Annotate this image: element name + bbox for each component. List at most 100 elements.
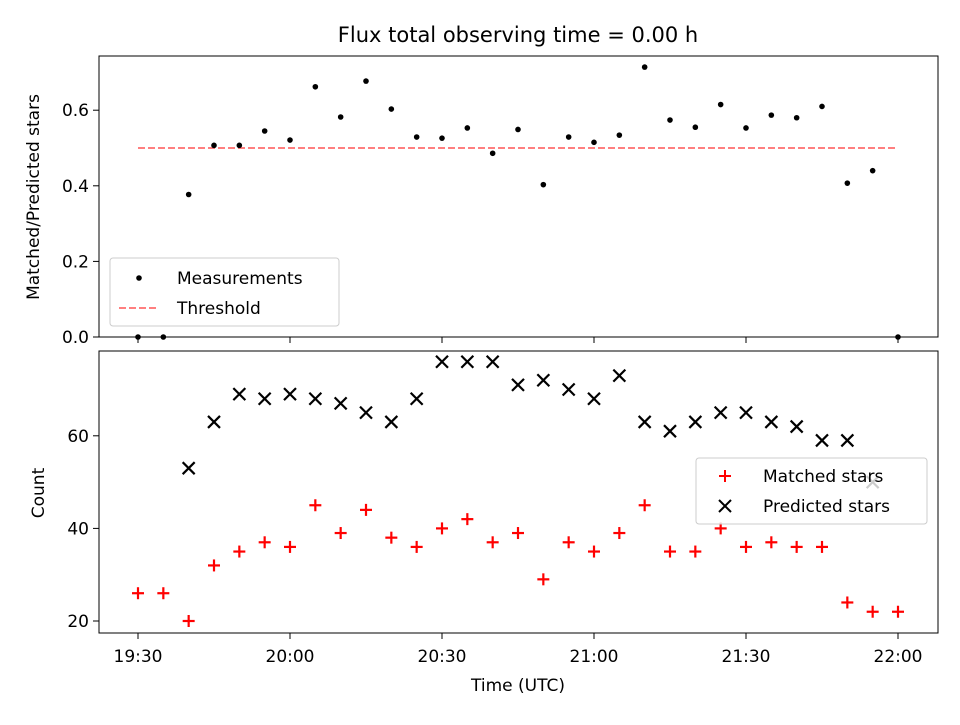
matched-star-point [182,615,195,627]
matched-star-point [841,596,854,609]
measurement-point [641,64,648,70]
predicted-star-point [257,391,272,406]
matched-star-point [892,605,904,618]
bottom-y-axis-label: Count [29,467,49,518]
predicted-star-point [308,391,323,406]
top-y-axis-label: Matched/Predicted stars [24,94,44,300]
matched-star-point [284,540,296,553]
predicted-star-point [283,387,297,401]
matched-star-point [334,527,347,540]
matched-star-point [740,540,752,553]
measurement-point [667,117,673,123]
top-legend: Measurements Threshold [109,257,340,327]
predicted-marker-stroke [308,391,323,406]
matched-star-point [588,545,600,558]
top-y-tick-label: 0.6 [62,101,89,121]
predicted-marker-stroke [561,382,576,397]
predicted-star-point [359,405,373,420]
matched-star-point [157,587,170,600]
predicted-star-point [435,354,449,369]
top-legend-box [109,257,340,327]
predicted-star-point [207,415,221,429]
legend-marker-predicted [718,499,732,513]
predicted-marker-stroke [536,373,551,388]
predicted-star-point [688,415,703,429]
bottom-y-tick-label: 60 [67,427,89,447]
top-panel: 0.0 0.2 0.4 0.6 Matched/Predicted stars Mea… [24,55,939,348]
matched-star-point [562,536,575,549]
measurement-point [439,135,445,141]
bottom-y-tick-label: 40 [67,519,89,539]
top-y-tick-label: 0.4 [62,177,89,197]
matched-star-point [436,522,448,535]
predicted-marker-stroke [840,433,855,448]
predicted-star-point [739,405,753,420]
predicted-marker-stroke [612,368,627,383]
matched-star-point [360,503,372,516]
bottom-y-ticks: 20 40 60 [67,427,99,632]
measurement-point [185,191,192,198]
measurement-point [515,126,521,133]
bottom-x-tick-label: 19:30 [114,647,163,667]
measurement-point [413,134,420,140]
predicted-star-point [561,382,576,397]
predicted-marker-stroke [688,415,703,429]
predicted-marker-stroke [257,391,272,406]
top-x-ticks [137,337,899,343]
predicted-marker-stroke [435,354,449,369]
predicted-star-point [713,405,728,420]
matched-star-point [512,527,524,540]
predicted-marker-stroke [713,405,728,420]
predicted-star-point [637,415,652,429]
legend-marker-measurements [136,275,142,281]
measurement-point [793,114,800,121]
matched-star-point [689,545,702,558]
measurement-point [211,142,217,149]
predicted-star-point [333,396,348,411]
bottom-x-tick-label: 20:30 [418,647,467,667]
predicted-marker-stroke [359,405,373,420]
predicted-marker-stroke [384,415,399,429]
predicted-star-point [536,373,551,388]
legend-label-predicted: Predicted stars [763,497,890,517]
matched-star-point [208,559,220,572]
legend-label-threshold: Threshold [176,299,261,319]
matched-star-point [866,605,879,618]
measurement-point [261,128,268,134]
legend-marker-matched [719,470,731,482]
matched-star-point [410,540,423,553]
bottom-panel: 20 40 60 19:30 20:00 20:30 21:00 21:30 22:00 Co… [29,350,939,696]
predicted-star-point [764,415,779,429]
predicted-marker-stroke [333,396,348,411]
predicted-marker-stroke [815,433,829,448]
bottom-legend: Matched stars Predicted stars [695,457,928,525]
matched-star-point [486,536,499,549]
measurement-point [692,124,699,131]
bottom-x-tick-label: 22:00 [874,647,923,667]
matched-star-point [258,536,271,549]
predicted-marker-stroke [409,391,424,406]
x-axis-label: Time (UTC) [470,676,565,696]
measurement-point [464,125,471,131]
top-y-tick-label: 0.2 [62,252,89,272]
matched-star-point [385,531,398,544]
top-axes-frame [98,55,939,338]
matched-star-point [613,527,626,540]
predicted-marker-stroke [739,405,753,420]
predicted-star-point [663,424,677,438]
measurement-point [337,114,344,120]
matched-star-point [765,536,778,549]
measurements-layer [135,64,901,340]
predicted-star-point [232,387,247,401]
predicted-star-point [587,391,601,406]
top-y-tick-label: 0.0 [62,328,89,348]
predicted-star-point [815,433,829,448]
matched-star-point [638,499,651,512]
bottom-x-tick-label: 21:00 [570,647,619,667]
matched-star-point [309,499,322,512]
matched-star-point [132,587,144,600]
bottom-x-ticks: 19:30 20:00 20:30 21:00 21:30 22:00 [114,633,923,667]
legend-label-measurements: Measurements [177,269,303,289]
matched-star-point [233,545,246,558]
bottom-legend-box [695,457,928,525]
